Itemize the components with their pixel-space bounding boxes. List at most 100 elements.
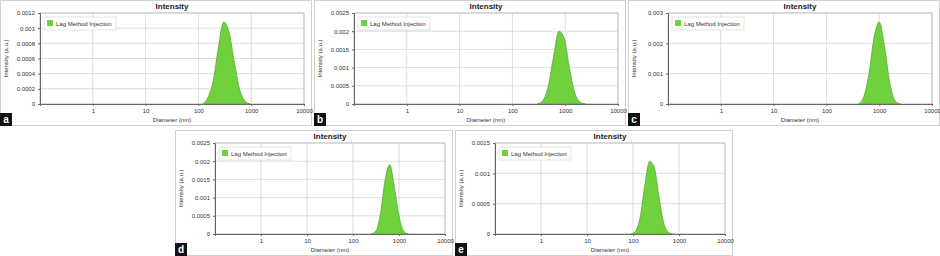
y-tick-label: 0.003 xyxy=(648,10,664,16)
panel: 11010010001000000.00020.00040.00060.0008… xyxy=(0,1,314,127)
x-tick: 100 xyxy=(628,234,639,244)
x-tick-label: 1000 xyxy=(245,108,259,114)
y-tick: 0 xyxy=(660,101,668,107)
y-tick: 0.001 xyxy=(20,26,40,32)
panel-letter: c xyxy=(631,114,637,125)
x-tick-label: 1 xyxy=(720,108,724,114)
panel: 11010010001000000.00050.0010.00150.0020.… xyxy=(314,1,628,127)
y-tick-mark xyxy=(493,173,495,174)
y-axis-line xyxy=(493,144,496,235)
x-axis: 110100100010000 xyxy=(669,104,940,114)
legend-swatch xyxy=(675,20,681,26)
grid-line-y xyxy=(40,88,304,89)
x-tick-label: 1000 xyxy=(393,238,407,244)
plot: 11010010001000000.0010.0020.003Lag Metho… xyxy=(648,10,940,113)
grid-line-y xyxy=(668,43,932,44)
marks xyxy=(203,22,251,104)
x-tick: 10000 xyxy=(610,104,627,114)
y-axis-line xyxy=(666,14,669,105)
distribution-area xyxy=(538,31,586,104)
y-tick: 0.0012 xyxy=(17,10,40,16)
grid-line-y xyxy=(495,173,725,174)
y-tick-mark xyxy=(352,104,354,105)
x-tick-label: 10 xyxy=(143,108,150,114)
x-tick-mark xyxy=(198,104,199,106)
grid-line-y xyxy=(495,203,725,204)
x-tick-label: 100 xyxy=(822,108,833,114)
y-tick-mark xyxy=(666,74,668,75)
panel-letter: b xyxy=(317,114,323,125)
marks xyxy=(371,165,408,234)
x-tick: 1000 xyxy=(245,104,259,114)
x-axis-line xyxy=(355,105,619,107)
y-tick: 0.0015 xyxy=(472,140,495,146)
grid-line-y xyxy=(668,73,932,74)
y-tick: 0.0025 xyxy=(331,10,354,16)
y-tick-mark xyxy=(493,143,495,144)
x-tick-label: 10000 xyxy=(296,108,313,114)
grid-line-x xyxy=(725,143,726,234)
x-tick-mark xyxy=(93,104,94,106)
x-tick-label: 10 xyxy=(584,238,591,244)
grid-line-y xyxy=(215,179,445,180)
grid-line-y xyxy=(354,49,618,50)
grid-line-x xyxy=(932,13,933,104)
x-tick-mark xyxy=(304,104,305,106)
y-tick: 0.0002 xyxy=(17,86,40,92)
legend-swatch xyxy=(222,150,228,156)
y-tick-mark xyxy=(213,179,215,180)
x-axis: 110100100010000 xyxy=(496,234,735,244)
y-tick: 0.001 xyxy=(475,171,495,177)
x-axis-title: Diameter (nm) xyxy=(591,247,629,253)
y-tick-mark xyxy=(38,43,40,44)
x-axis: 110100100010000 xyxy=(216,234,455,244)
x-axis-line xyxy=(41,105,305,107)
legend-box xyxy=(672,17,744,30)
x-tick-mark xyxy=(353,234,354,236)
x-tick-label: 1000 xyxy=(873,108,887,114)
panel-letter-box xyxy=(628,113,640,126)
y-tick-mark xyxy=(352,68,354,69)
x-tick: 100 xyxy=(194,104,205,114)
plot-frame xyxy=(354,13,618,104)
x-axis-title: Diameter (nm) xyxy=(467,117,505,123)
grid-line-x xyxy=(445,143,446,234)
plot: 11010010001000000.00050.0010.00150.0020.… xyxy=(331,10,628,113)
y-tick-mark xyxy=(213,161,215,162)
legend-swatch xyxy=(361,20,367,26)
y-axis: 00.00050.0010.00150.0020.0025 xyxy=(331,10,355,107)
x-tick: 1000 xyxy=(873,104,887,114)
plot-frame xyxy=(215,143,445,234)
y-axis-title: Intensity (a.u.) xyxy=(178,169,184,207)
marks xyxy=(858,22,900,104)
x-tick-label: 10000 xyxy=(717,238,734,244)
x-tick-mark xyxy=(407,104,408,106)
distribution-area xyxy=(203,22,251,104)
plot-frame xyxy=(668,13,932,104)
x-tick-mark xyxy=(633,234,634,236)
grid-line-y xyxy=(354,31,618,32)
x-tick-mark xyxy=(445,234,446,236)
grid xyxy=(40,13,304,104)
y-tick-mark xyxy=(352,86,354,87)
panel-frame xyxy=(315,1,626,126)
grid-line-y xyxy=(40,43,304,44)
x-tick-mark xyxy=(541,234,542,236)
y-axis: 00.00050.0010.00150.0020.0025 xyxy=(192,140,216,237)
grid-line-x xyxy=(618,13,619,104)
x-tick: 1000 xyxy=(559,104,573,114)
x-tick-mark xyxy=(725,234,726,236)
grid-line-x xyxy=(512,13,513,104)
y-tick-label: 0.002 xyxy=(334,29,350,35)
y-tick-mark xyxy=(352,13,354,14)
y-tick-label: 0 xyxy=(346,101,350,107)
grid-line-y xyxy=(215,143,445,144)
x-tick-label: 1 xyxy=(406,108,410,114)
y-tick-mark xyxy=(493,234,495,235)
y-tick-label: 0.0005 xyxy=(331,83,350,89)
x-tick: 10 xyxy=(304,234,311,244)
x-tick-label: 1000 xyxy=(673,238,687,244)
y-tick-label: 0.0006 xyxy=(17,56,36,62)
panel-letter-box xyxy=(455,243,467,256)
y-tick: 0.002 xyxy=(648,41,668,47)
